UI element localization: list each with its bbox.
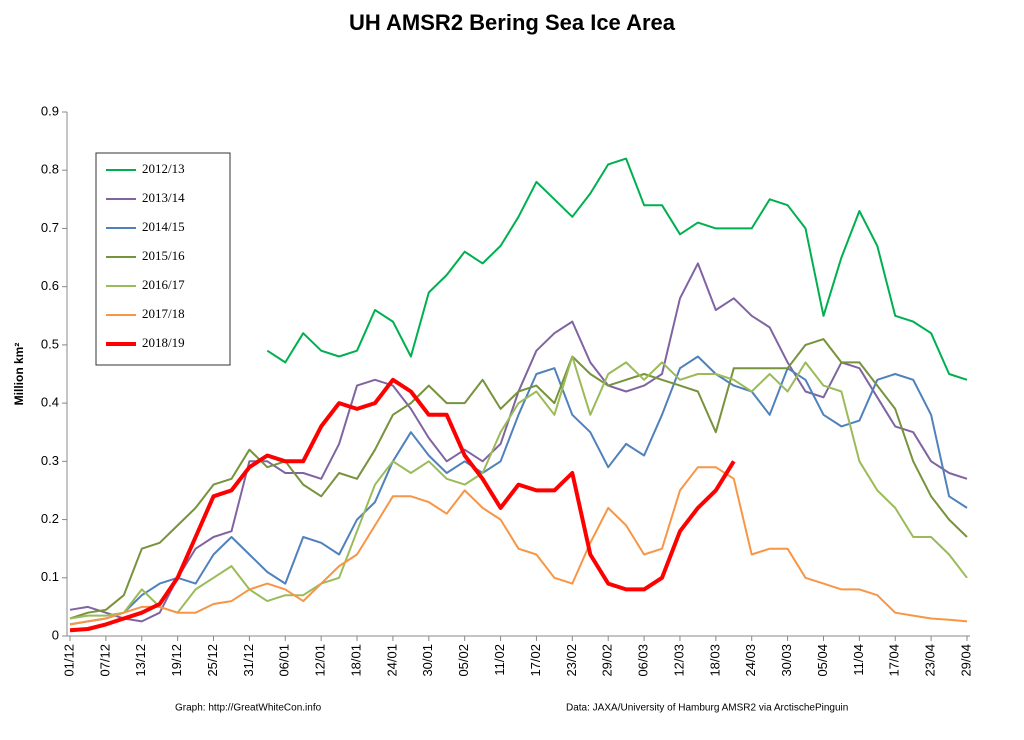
series-line — [69, 338, 968, 620]
x-tick-label: 11/02 — [492, 644, 507, 676]
x-tick-label: 24/01 — [384, 644, 399, 677]
series-line — [69, 377, 736, 633]
legend-label: 2018/19 — [142, 335, 185, 350]
credit: Graph: http://GreatWhiteCon.info — [175, 703, 322, 714]
legend-label: 2012/13 — [142, 161, 185, 176]
y-tick-label: 0.2 — [41, 511, 59, 526]
x-tick-label: 31/12 — [241, 644, 256, 677]
legend-label: 2016/17 — [142, 277, 185, 292]
x-tick-label: 07/12 — [97, 644, 112, 677]
y-tick-label: 0.1 — [41, 569, 59, 584]
x-tick-label: 17/04 — [887, 644, 902, 677]
legend-label: 2017/18 — [142, 306, 185, 321]
x-tick-label: 06/01 — [277, 644, 292, 677]
x-tick-label: 06/03 — [636, 644, 651, 677]
x-tick-label: 12/03 — [671, 644, 686, 677]
x-tick-label: 13/12 — [133, 644, 148, 677]
x-tick-label: 29/02 — [600, 644, 615, 677]
series-line — [69, 355, 968, 620]
x-tick-label: 17/02 — [528, 644, 543, 677]
x-tick-label: 24/03 — [743, 644, 758, 677]
x-tick-label: 11/04 — [851, 644, 866, 676]
legend-label: 2013/14 — [142, 190, 185, 205]
x-tick-label: 18/03 — [707, 644, 722, 677]
x-tick-label: 25/12 — [205, 644, 220, 677]
y-tick-label: 0.7 — [41, 220, 59, 235]
x-tick-label: 05/04 — [815, 644, 830, 677]
series-line — [69, 355, 968, 626]
y-tick-label: 0.6 — [41, 278, 59, 293]
series-line — [266, 157, 968, 381]
x-tick-label: 05/02 — [456, 644, 471, 677]
source: Data: JAXA/University of Hamburg AMSR2 v… — [566, 703, 848, 714]
x-tick-label: 30/03 — [779, 644, 794, 677]
legend-label: 2014/15 — [142, 219, 185, 234]
y-tick-label: 0.9 — [41, 103, 59, 118]
x-tick-label: 23/04 — [923, 644, 938, 677]
legend-label: 2015/16 — [142, 248, 185, 263]
x-tick-label: 23/02 — [564, 644, 579, 677]
chart-title: UH AMSR2 Bering Sea Ice Area — [349, 10, 676, 35]
x-tick-label: 18/01 — [348, 644, 363, 677]
x-tick-label: 30/01 — [420, 644, 435, 677]
x-tick-label: 01/12 — [61, 644, 76, 677]
series-line — [69, 466, 968, 626]
y-tick-label: 0.5 — [41, 336, 59, 351]
y-tick-label: 0.8 — [41, 162, 59, 177]
x-tick-label: 19/12 — [169, 644, 184, 677]
x-tick-label: 29/04 — [958, 644, 973, 677]
y-tick-label: 0.3 — [41, 453, 59, 468]
x-tick-label: 12/01 — [313, 644, 328, 677]
y-tick-label: 0 — [52, 627, 59, 642]
y-tick-label: 0.4 — [41, 395, 59, 410]
y-axis-label: Million km² — [12, 343, 26, 406]
legend-box — [95, 152, 231, 366]
